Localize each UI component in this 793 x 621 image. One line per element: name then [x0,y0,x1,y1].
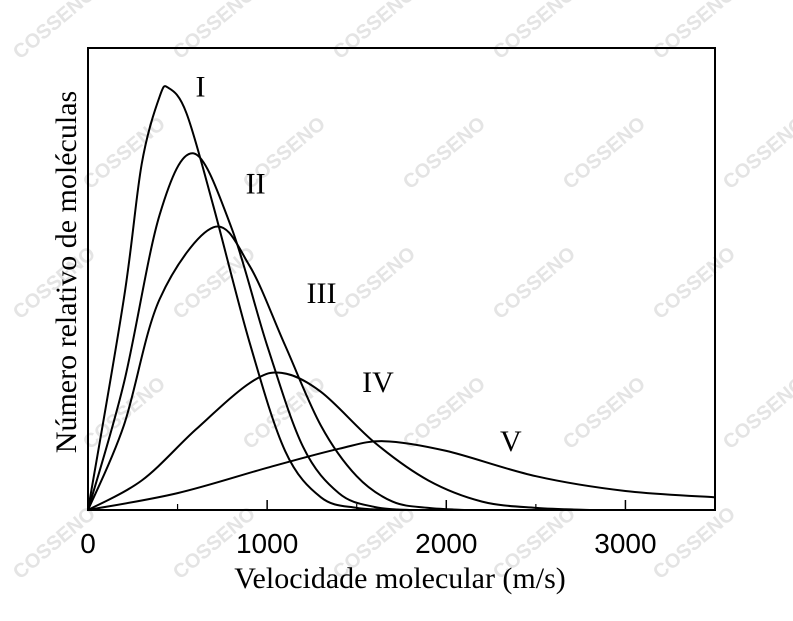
watermark-layer: COSSENO COSSENO COSSENO COSSENO COSSENO COSSE… [9,0,793,584]
curve-i [87,85,393,511]
curve-label-ii: II [246,168,266,201]
x-tick-label-1000: 1000 [236,528,298,559]
curve-iii [87,225,465,511]
watermark-text-13: COSSENO [169,243,260,324]
x-axis-title: Velocidade molecular (m/s) [234,562,566,595]
watermark-text-16: COSSENO [649,243,740,324]
watermark-text-28: COSSENO [649,503,740,584]
watermark-text-8: COSSENO [399,113,490,194]
curve-label-v: V [500,425,522,458]
watermark-text-2: COSSENO [329,0,420,64]
curve-ii [87,152,411,511]
watermark-text-6: COSSENO [79,113,170,194]
curve-v [87,440,716,511]
y-axis-title: Número relativo de moléculas [50,91,83,453]
x-tick-label-0: 0 [80,528,96,559]
watermark-text-14: COSSENO [329,243,420,324]
curve-label-iii: III [307,277,337,310]
watermark-text-9: COSSENO [559,113,650,194]
watermark-text-3: COSSENO [489,0,580,64]
watermark-text-22: COSSENO [719,373,793,454]
watermark-text-19: COSSENO [239,373,330,454]
watermark-text-0: COSSENO [9,0,100,64]
watermark-text-4: COSSENO [649,0,740,64]
watermark-text-20: COSSENO [399,373,490,454]
watermark-text-10: COSSENO [719,113,793,194]
watermark-text-21: COSSENO [559,373,650,454]
curves-layer [87,85,716,511]
x-tick-label-2000: 2000 [415,528,477,559]
curve-iv [87,371,590,511]
curve-label-i: I [195,70,205,103]
watermark-text-1: COSSENO [169,0,260,64]
x-tick-label-3000: 3000 [594,528,656,559]
watermark-text-15: COSSENO [489,243,580,324]
curve-label-iv: IV [362,366,394,399]
